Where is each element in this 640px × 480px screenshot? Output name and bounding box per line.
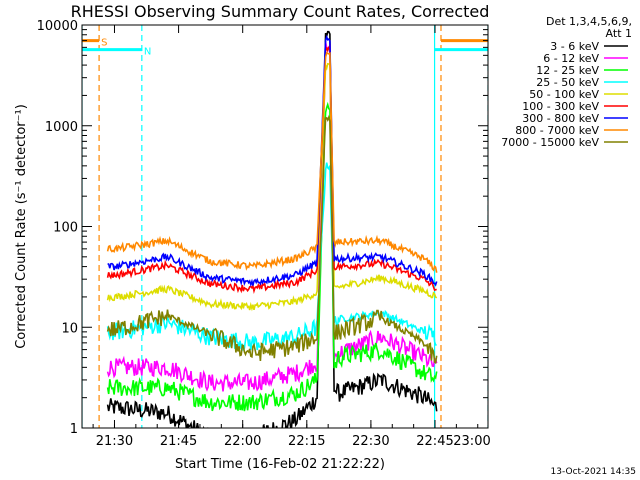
timestamp: 13-Oct-2021 14:35 (551, 467, 636, 477)
x-axis-label: Start Time (16-Feb-02 21:22:22) (175, 457, 385, 472)
legend-label-8: 7000 - 15000 keV (501, 136, 599, 149)
x-tick-label-4: 22:30 (352, 434, 389, 449)
x-tick-label-6: 23:00 (453, 434, 490, 449)
series-line-0 (106, 30, 438, 428)
y-axis-ticks: 1 10 100 1000 10000 (37, 19, 488, 437)
y-tick-label-3: 1000 (45, 120, 78, 135)
y-tick-label-0: 1 (70, 422, 78, 437)
legend-label-7: 800 - 7000 keV (515, 124, 599, 137)
series-line-5 (106, 43, 437, 294)
series-line-8 (106, 114, 438, 365)
flag-bars-group: SN (82, 38, 488, 58)
legend-header-1: Att 1 (606, 27, 632, 40)
legend-label-6: 300 - 800 keV (522, 112, 599, 125)
legend-label-2: 12 - 25 keV (536, 64, 599, 77)
legend-label-1: 6 - 12 keV (543, 52, 599, 65)
x-tick-label-1: 21:45 (160, 434, 197, 449)
legend-label-5: 100 - 300 keV (522, 100, 599, 113)
y-tick-label-1: 10 (61, 321, 78, 336)
series-line-1 (106, 42, 438, 392)
flag-label-1: N (144, 47, 151, 58)
series-line-2 (106, 101, 438, 412)
legend-header-0: Det 1,3,4,5,6,9, (546, 15, 632, 28)
x-tick-label-0: 21:30 (96, 434, 133, 449)
flag-label-0: S (101, 38, 107, 49)
x-tick-label-5: 22:45 (416, 434, 453, 449)
series-group (82, 25, 488, 428)
legend-label-4: 50 - 100 keV (529, 88, 599, 101)
chart-title: RHESSI Observing Summary Count Rates, Co… (71, 2, 490, 21)
series-line-7 (106, 51, 438, 273)
x-axis-ticks: 21:30 21:45 22:00 22:15 22:30 22:45 23:00 (92, 25, 491, 449)
y-tick-label-2: 100 (53, 221, 78, 236)
x-tick-label-2: 22:00 (224, 434, 261, 449)
y-tick-label-4: 10000 (37, 19, 78, 34)
legend-label-3: 25 - 50 keV (536, 76, 599, 89)
series-line-6 (107, 34, 438, 288)
series-line-4 (106, 62, 438, 312)
x-tick-label-3: 22:15 (288, 434, 325, 449)
legend-label-0: 3 - 6 keV (550, 40, 599, 53)
y-axis-label: Corrected Count Rate (s⁻¹ detector⁻¹) (14, 104, 29, 349)
